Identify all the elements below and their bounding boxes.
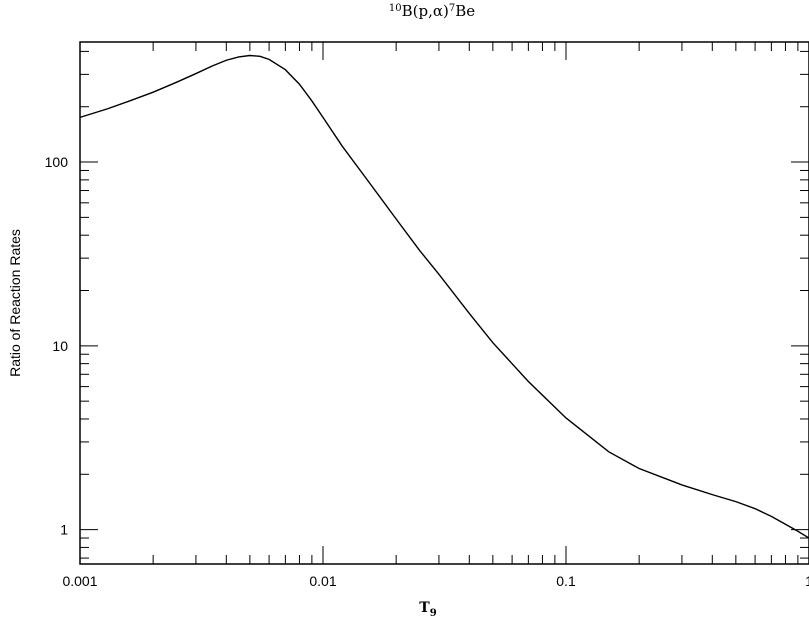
title-product: Be bbox=[455, 2, 475, 20]
x-axis-label-main: T bbox=[419, 600, 430, 616]
x-axis-label-sub: 9 bbox=[430, 608, 437, 619]
title-particle: α bbox=[433, 2, 443, 20]
tick-labels: 0.001 0.01 0.1 1 1 10 100 bbox=[45, 154, 809, 589]
y-tick-label: 1 bbox=[60, 522, 68, 538]
svg-text:10B(p,α)7Be: 10B(p,α)7Be bbox=[389, 2, 475, 20]
y-axis-label: Ratio of Reaction Rates bbox=[7, 229, 23, 377]
x-axis-label: T9 bbox=[419, 600, 436, 619]
x-tick-label: 1 bbox=[805, 573, 809, 589]
chart-title: 10B(p,α)7Be bbox=[389, 2, 475, 20]
title-isotope-mass: 10 bbox=[389, 3, 402, 14]
x-tick-label: 0.001 bbox=[62, 573, 97, 589]
plot-frame bbox=[80, 42, 809, 564]
x-tick-label: 0.01 bbox=[309, 573, 336, 589]
title-target: B(p, bbox=[402, 2, 433, 20]
axis-ticks bbox=[80, 42, 809, 564]
series-line bbox=[80, 56, 809, 539]
x-tick-label: 0.1 bbox=[556, 573, 576, 589]
y-tick-label: 10 bbox=[52, 338, 68, 354]
y-tick-label: 100 bbox=[45, 154, 69, 170]
